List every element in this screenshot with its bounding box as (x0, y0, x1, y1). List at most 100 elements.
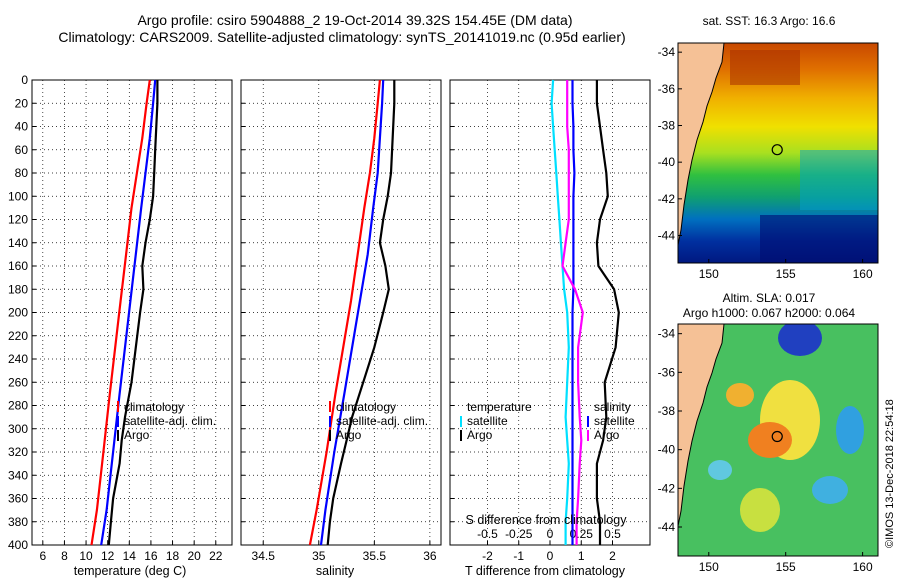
y-tick-label: 140 (8, 236, 28, 250)
map-y-tick-label: -42 (658, 192, 676, 206)
y-tick-label: 180 (8, 282, 28, 296)
y-tick-label: 0 (21, 73, 28, 87)
sst-warm-patch (730, 50, 800, 85)
series-line-temperature-argo (595, 80, 620, 545)
map-x-tick-label: 150 (699, 267, 719, 281)
sst-cool-patch (800, 150, 878, 210)
map-y-tick-label: -38 (658, 119, 676, 133)
x-tick-label: 34.5 (252, 549, 276, 563)
secondary-tick-label: -0.5 (477, 527, 498, 541)
y-tick-label: 20 (15, 96, 29, 110)
x-tick-label: 22 (209, 549, 223, 563)
temperature-legend: climatology satellite-adj. clim. Argo (117, 400, 216, 442)
legend-sal-argo-label: Argo (594, 428, 620, 442)
y-tick-label: 260 (8, 375, 28, 389)
map-y-tick-label: -38 (658, 404, 676, 418)
x-tick-label: 35 (312, 549, 326, 563)
series-line-argo (326, 80, 396, 546)
map-x-tick-label: 155 (776, 560, 796, 574)
legend-sal-satellite-label: satellite (594, 414, 635, 428)
legend-climatology-label: climatology (124, 400, 184, 414)
title-line-2: Climatology: CARS2009. Satellite-adjuste… (58, 29, 625, 45)
sst-map-axes: 150 155 160 -34 -36 -38 -40 -42 -44 (658, 45, 873, 281)
map-x-tick-label: 150 (699, 560, 719, 574)
legend-argo-label: Argo (124, 428, 150, 442)
map-x-tick-label: 160 (853, 560, 873, 574)
series-line-salinity-argo (561, 80, 584, 545)
y-tick-label: 120 (8, 213, 28, 227)
imos-credit: ©IMOS 13-Dec-2018 22:54:18 (884, 399, 896, 548)
difference-secondary-xlabel: S difference from climatology (466, 513, 628, 527)
y-tick-label: 400 (8, 538, 28, 552)
x-tick-label: -1 (513, 549, 524, 563)
x-tick-label: 12 (101, 549, 115, 563)
y-tick-label: 340 (8, 468, 28, 482)
difference-xlabel: T difference from climatology (465, 564, 626, 578)
map-y-tick-label: -36 (658, 82, 676, 96)
legend-satellite-label: satellite-adj. clim. (336, 414, 428, 428)
salinity-legend: climatology satellite-adj. clim. Argo (329, 400, 428, 442)
sst-map-frame (677, 42, 879, 264)
salinity-xlabel: salinity (316, 564, 355, 578)
series-line-climatology (90, 79, 151, 546)
sla-map-subtitle: Argo h1000: 0.067 h2000: 0.064 (683, 306, 855, 320)
sla-orange-blob (748, 422, 792, 458)
y-tick-label: 220 (8, 329, 28, 343)
secondary-tick-label: 0.5 (604, 527, 621, 541)
map-y-tick-label: -44 (658, 520, 676, 534)
map-y-tick-label: -34 (658, 45, 676, 59)
map-y-tick-label: -40 (658, 443, 676, 457)
series-line-climatology (308, 79, 381, 546)
x-tick-label: 16 (144, 549, 158, 563)
title-line-1: Argo profile: csiro 5904888_2 19-Oct-201… (137, 12, 572, 28)
series-line-temperature-satellite (550, 79, 570, 545)
legend-temperature-heading: temperature (467, 400, 532, 414)
map-y-tick-label: -36 (658, 365, 676, 379)
legend-satellite-label: satellite-adj. clim. (124, 414, 216, 428)
temperature-xlabel: temperature (deg C) (74, 564, 187, 578)
legend-salinity-heading: salinity (594, 400, 631, 414)
sla-map-axes: 150 155 160 -34 -36 -38 -40 -42 -44 (658, 327, 873, 574)
sla-low-blob-3 (812, 476, 848, 504)
legend-argo-label: Argo (336, 428, 362, 442)
legend-climatology-label: climatology (336, 400, 396, 414)
difference-panel: -2 -1 0 1 2 -0.5 -0.25 0 0.25 0.5 (449, 79, 651, 563)
y-tick-label: 60 (15, 143, 29, 157)
map-x-tick-label: 160 (853, 267, 873, 281)
sst-map (678, 43, 878, 263)
y-tick-label: 280 (8, 399, 28, 413)
secondary-tick-label: 0 (547, 527, 554, 541)
sla-yellow-blob-2 (740, 488, 780, 532)
secondary-tick-label: -0.25 (505, 527, 533, 541)
sla-low-blob-2 (836, 406, 864, 454)
y-tick-label: 320 (8, 445, 28, 459)
difference-legend: temperature satellite Argo salinity sate… (460, 400, 635, 442)
y-tick-label: 360 (8, 492, 28, 506)
sla-high-blob (726, 383, 754, 407)
x-tick-label: 6 (39, 549, 46, 563)
sst-cold-patch (760, 215, 878, 263)
legend-temp-argo-label: Argo (467, 428, 493, 442)
y-tick-label: 100 (8, 189, 28, 203)
x-tick-label: 8 (61, 549, 68, 563)
y-tick-label: 200 (8, 306, 28, 320)
temperature-panel: 0 20 40 60 80 100 120 140 160 180 200 220 240 260 280 3… (8, 73, 233, 563)
y-tick-label: 240 (8, 352, 28, 366)
y-tick-label: 300 (8, 422, 28, 436)
argo-position-marker (771, 144, 783, 156)
map-y-tick-label: -34 (658, 327, 676, 341)
series-line-satellite-adj-clim- (319, 79, 385, 546)
x-tick-label: -2 (482, 549, 493, 563)
y-tick-label: 160 (8, 259, 28, 273)
x-tick-label: 10 (79, 549, 93, 563)
x-tick-label: 20 (187, 549, 201, 563)
map-y-tick-label: -44 (658, 229, 676, 243)
series-line-salinity-satellite (571, 80, 576, 545)
y-tick-label: 380 (8, 515, 28, 529)
legend-temp-satellite-label: satellite (467, 414, 508, 428)
sla-map-frame (677, 323, 879, 557)
series-line-argo (107, 80, 159, 546)
x-tick-label: 36 (423, 549, 437, 563)
x-tick-label: 18 (166, 549, 180, 563)
